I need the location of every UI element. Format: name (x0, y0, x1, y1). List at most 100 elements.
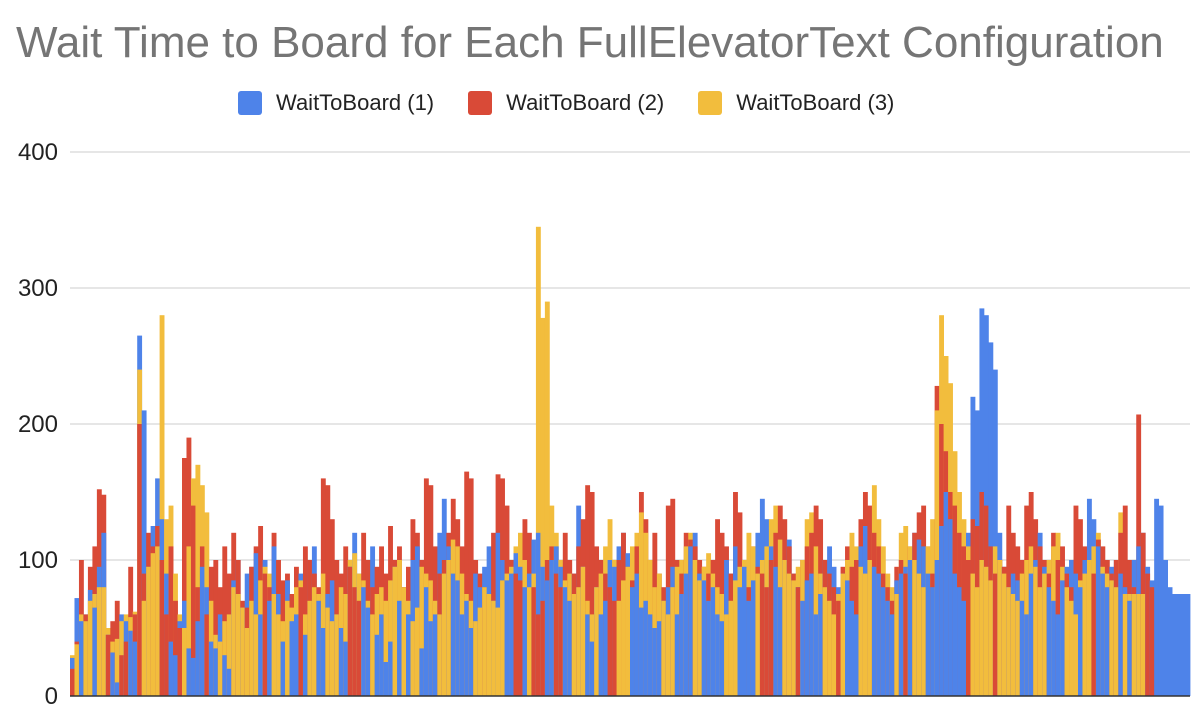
y-tick-label: 400 (18, 139, 58, 166)
bar-series-1-point-89 (468, 628, 474, 696)
bar-series-1-point-243 (1158, 505, 1164, 696)
bar-series-3-point-132 (661, 600, 667, 696)
bar-series-1-point-125 (630, 587, 635, 696)
bar-series-1-point-142 (706, 600, 712, 696)
bar-series-3-point-204 (983, 566, 989, 696)
bar-series-3-point-134 (670, 587, 676, 696)
bar-series-2-point-154 (759, 573, 765, 696)
bar-series-1-point-229 (1095, 546, 1101, 696)
bar-series-3-point-172 (840, 573, 846, 696)
bar-series-3-point-223 (1069, 600, 1074, 696)
bar-series-2-point-43 (262, 573, 268, 696)
bar-series-1-point-2 (78, 621, 84, 696)
bar-series-3-point-72 (392, 566, 398, 696)
bar-series-1-point-191 (925, 573, 931, 696)
bar-series-1-point-129 (647, 614, 653, 696)
bar-series-3-point-37 (235, 594, 241, 696)
bar-series-1-point-231 (1104, 587, 1110, 696)
bar-series-3-point-193 (934, 410, 940, 696)
bar-series-3-point-20 (159, 315, 165, 696)
legend-swatch-series-1 (238, 91, 262, 115)
bar-series-1-point-98 (509, 573, 514, 696)
bar-series-3-point-159 (782, 560, 788, 696)
bar-series-3-point-222 (1064, 587, 1070, 696)
bar-series-1-point-27 (190, 657, 196, 696)
bar-series-1-point-192 (930, 587, 936, 696)
bar-series-3-point-170 (831, 614, 837, 696)
bar-series-3-point-184 (894, 594, 900, 696)
bar-series-2-point-121 (612, 600, 617, 696)
bar-series-1-point-247 (1176, 594, 1182, 696)
bar-series-3-point-96 (500, 580, 505, 696)
bar-series-3-point-112 (571, 594, 577, 696)
bar-series-1-point-242 (1154, 498, 1160, 696)
bar-series-2-point-21 (164, 614, 169, 696)
bar-series-3-point-93 (486, 594, 492, 696)
bar-series-3-point-82 (437, 614, 443, 696)
y-tick-label: 100 (18, 547, 58, 574)
bar-series-3-point-35 (226, 614, 232, 696)
bar-series-2-point-115 (585, 485, 591, 696)
bar-series-1-point-130 (652, 628, 658, 696)
bar-series-2-point-155 (764, 587, 770, 696)
legend-item-series-1[interactable]: WaitToBoard (1) (238, 90, 434, 116)
bar-series-3-point-77 (414, 607, 420, 696)
legend-item-series-3[interactable]: WaitToBoard (3) (698, 90, 894, 116)
legend-swatch-series-2 (468, 91, 493, 115)
bar-series-2-point-206 (992, 573, 998, 696)
bar-series-2-point-103 (531, 587, 537, 696)
bar-series-3-point-122 (616, 600, 622, 696)
bar-series-3-point-215 (1033, 566, 1039, 696)
bar-series-1-point-119 (603, 600, 608, 696)
bar-series-3-point-168 (822, 587, 828, 696)
bar-series-1-point-69 (379, 614, 384, 696)
bar-series-1-point-55 (316, 600, 322, 696)
bar-series-1-point-173 (845, 580, 850, 696)
bar-series-1-point-145 (719, 621, 725, 696)
bar-series-3-point-235 (1122, 594, 1128, 696)
bar-series-3-point-232 (1109, 580, 1115, 696)
legend-label-series-3: WaitToBoard (3) (736, 90, 895, 115)
bar-series-1-point-151 (746, 600, 752, 696)
bar-series-1-point-75 (406, 614, 411, 696)
bar-series-3-point-133 (665, 614, 671, 696)
bar-series-3-point-76 (410, 621, 416, 696)
bar-series-3-point-38 (240, 607, 246, 696)
bar-series-1-point-164 (804, 580, 810, 696)
bar-series-3-point-201 (970, 573, 976, 696)
bar-series-1-point-218 (1046, 587, 1052, 696)
bar-series-3-point-140 (697, 580, 703, 696)
bar-series-2-point-228 (1091, 573, 1097, 696)
bar-series-3-point-1 (74, 644, 80, 696)
bars (70, 226, 1191, 697)
bar-series-3-point-3 (83, 621, 89, 696)
bar-series-1-point-73 (397, 600, 402, 696)
bar-series-2-point-186 (903, 573, 909, 696)
bar-series-2-point-162 (795, 587, 801, 696)
bar-series-1-point-88 (464, 600, 470, 696)
bar-series-3-point-123 (621, 580, 626, 696)
bar-series-3-point-203 (979, 560, 985, 696)
bar-series-3-point-161 (791, 580, 797, 696)
bar-series-3-point-102 (526, 587, 532, 696)
bar-series-3-point-39 (244, 628, 250, 696)
bar-series-3-point-169 (827, 600, 832, 696)
gridlines (70, 151, 1190, 561)
bar-series-3-point-18 (150, 553, 156, 696)
legend-label-series-2: WaitToBoard (2) (506, 90, 665, 115)
bar-series-2-point-8 (105, 634, 111, 696)
bar-series-3-point-53 (307, 600, 313, 696)
bar-series-2-point-241 (1149, 587, 1155, 696)
bar-series-1-point-212 (1019, 600, 1025, 696)
bar-series-3-point-59 (334, 614, 340, 696)
bar-series-3-point-178 (867, 560, 873, 696)
bar-series-1-point-118 (598, 614, 604, 696)
bar-series-3-point-19 (155, 546, 160, 696)
bar-series-1-point-179 (871, 566, 877, 696)
bar-series-3-point-233 (1113, 587, 1119, 696)
bar-series-1-point-9 (110, 652, 116, 696)
bar-series-1-point-49 (289, 621, 295, 696)
legend-item-series-2[interactable]: WaitToBoard (2) (468, 90, 664, 116)
bar-series-1-point-221 (1060, 580, 1065, 696)
bar-series-1-point-85 (450, 573, 456, 696)
